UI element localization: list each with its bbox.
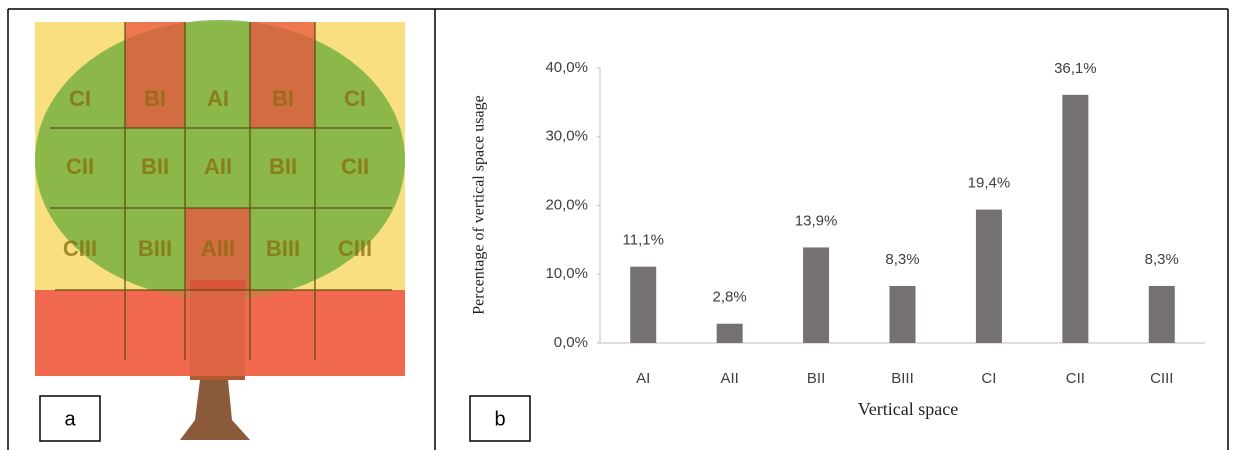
cell-label: AII <box>204 154 232 179</box>
y-tick-label: 30,0% <box>545 128 588 145</box>
cell-label: BIII <box>266 236 300 261</box>
bar <box>630 267 656 343</box>
bar <box>1062 95 1088 343</box>
cell-label: AI <box>207 86 229 111</box>
x-tick-label: AII <box>720 370 738 387</box>
x-tick-label: CI <box>981 370 996 387</box>
value-label: 19,4% <box>968 175 1011 192</box>
value-label: 2,8% <box>713 289 747 306</box>
cell-label: CIII <box>338 236 372 261</box>
cell-label: BI <box>144 86 166 111</box>
bar <box>1149 286 1175 343</box>
cell-label: CII <box>341 154 369 179</box>
cell-label: AIII <box>201 236 235 261</box>
value-label: 8,3% <box>1145 251 1179 268</box>
cell-label: CIII <box>63 236 97 261</box>
panel-label: a <box>64 408 76 430</box>
cell-label: BIII <box>138 236 172 261</box>
cell-label: BII <box>269 154 297 179</box>
y-tick-label: 10,0% <box>545 265 588 282</box>
y-tick-label: 20,0% <box>545 196 588 213</box>
bar <box>717 324 743 343</box>
cell-label: BII <box>141 154 169 179</box>
bar <box>890 286 916 343</box>
figure: a b CI BI AI BI CI CII BII AII BII CII CIII BIII AII… <box>0 0 1234 450</box>
y-axis-title: Percentage of vertical space usage <box>471 95 488 314</box>
bar <box>976 210 1002 343</box>
cell-label: BI <box>272 86 294 111</box>
x-tick-label: CIII <box>1150 370 1173 387</box>
value-label: 36,1% <box>1054 60 1097 77</box>
x-tick-label: BIII <box>891 370 914 387</box>
x-axis-title: Vertical space <box>858 399 958 419</box>
panel-label: b <box>494 408 505 430</box>
x-tick-label: BII <box>807 370 825 387</box>
tree-diagram: a b CI BI AI BI CI CII BII AII BII CII CIII BIII AII… <box>35 20 530 441</box>
bar <box>803 247 829 343</box>
cell-label: CI <box>344 86 366 111</box>
x-tick-label: AI <box>636 370 650 387</box>
value-label: 13,9% <box>795 212 838 229</box>
value-label: 8,3% <box>885 251 919 268</box>
y-tick-label: 0,0% <box>554 334 588 351</box>
cell-label: CI <box>69 86 91 111</box>
x-tick-label: CII <box>1066 370 1085 387</box>
cell-label: CII <box>66 154 94 179</box>
value-label: 11,1% <box>623 232 664 249</box>
y-tick-label: 40,0% <box>545 59 588 76</box>
